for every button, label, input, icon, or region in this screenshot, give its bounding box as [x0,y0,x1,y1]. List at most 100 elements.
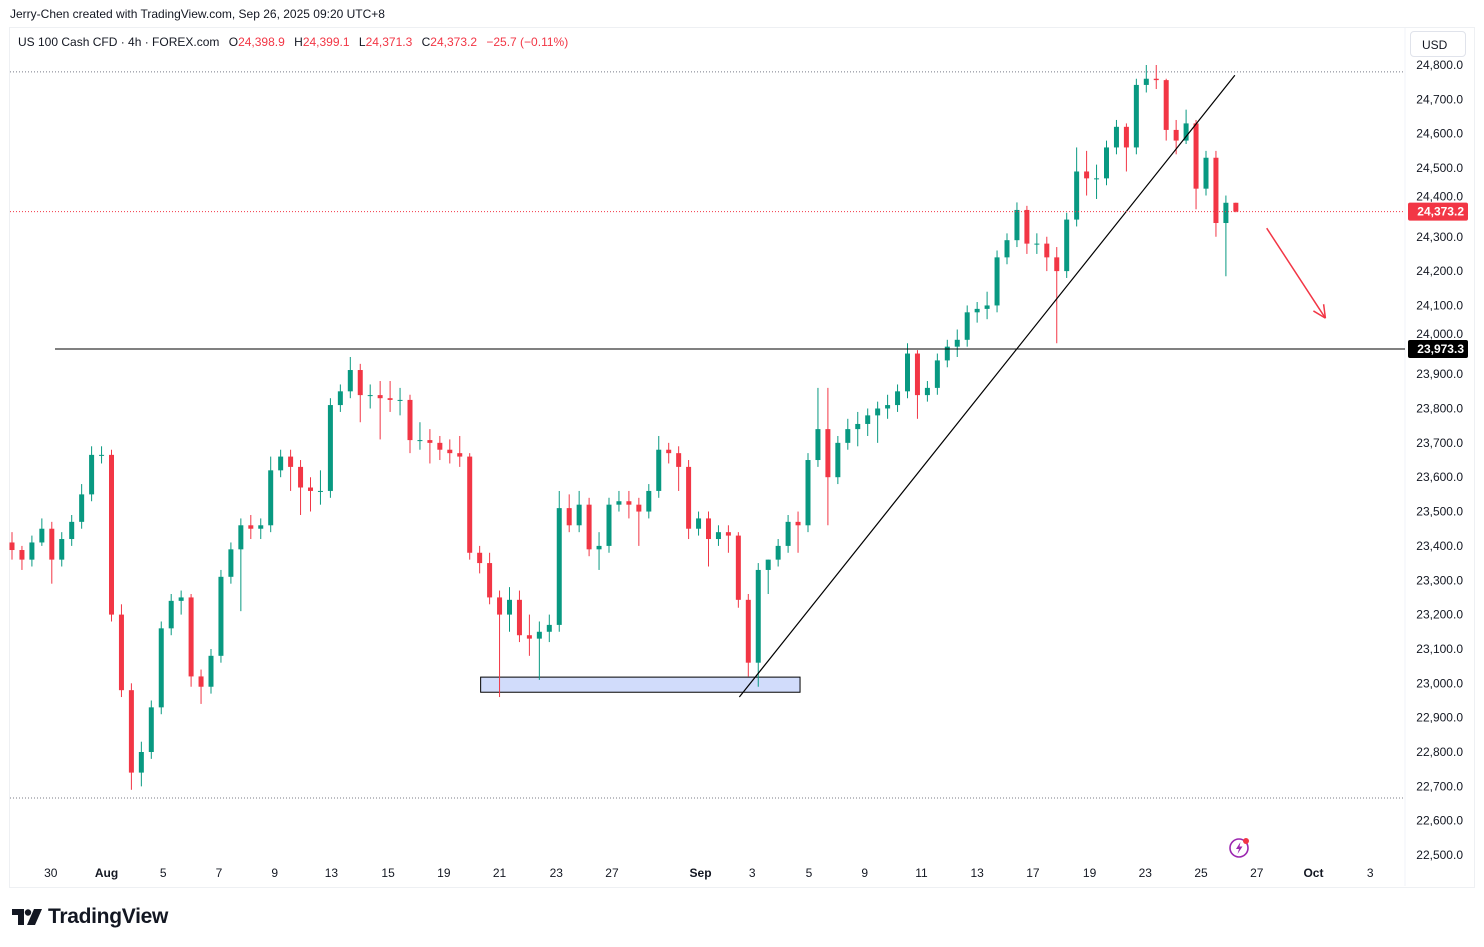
candle-bullish [1064,219,1070,272]
x-tick-label: 15 [381,866,395,880]
candle-bullish [1113,126,1119,148]
candle-bearish [387,398,393,400]
arrow-head [1322,304,1327,319]
candle-bullish [1203,157,1209,189]
candle-bearish [1213,157,1219,224]
candle-bearish [706,518,711,540]
symbol-title[interactable]: US 100 Cash CFD · 4h · FOREX.com [18,35,220,49]
candle-bullish [924,387,930,396]
candle-bearish [427,440,433,443]
ascending-trendline[interactable] [738,74,1236,698]
candle-bearish [477,552,483,564]
candle-bearish [566,508,572,526]
y-tick-label: 23,800.0 [1416,402,1463,416]
x-tick-label: 5 [160,866,167,880]
open-label: O [228,35,239,49]
candle-bearish [248,525,254,529]
candle-bullish [1133,84,1139,148]
lightning-event-icon[interactable] [1229,836,1253,865]
x-tick-label: 17 [1026,866,1040,880]
y-tick-label: 23,200.0 [1416,608,1463,622]
candle-bullish [79,494,85,522]
candle-bullish [39,528,45,543]
candle-bearish [914,353,920,396]
open-value: 24,398.9 [238,35,285,49]
y-tick-label: 24,500.0 [1416,161,1463,175]
candle-bullish [964,312,970,340]
candle-bullish [934,360,940,388]
candle-bullish [556,508,562,625]
chart-frame [9,27,1475,888]
candle-bearish [109,454,114,615]
candle-bullish [238,525,244,550]
x-tick-label: 5 [806,866,813,880]
x-tick-label: Sep [690,866,712,880]
x-tick-label: 19 [1083,866,1097,880]
candle-bearish [437,442,443,450]
candle-bearish [666,449,672,454]
candle-bearish [1123,126,1129,148]
candle-bearish [298,466,304,488]
tradingview-logo[interactable]: TradingView [12,905,168,929]
x-tick-label: 9 [861,866,868,880]
last-price-label: 24,373.2 [1417,205,1464,219]
y-tick-label: 23,700.0 [1416,436,1463,450]
candle-bearish [735,535,741,600]
y-tick-label: 24,200.0 [1416,264,1463,278]
candle-bullish [178,597,184,601]
x-tick-label: 27 [1250,866,1264,880]
bearish-projection-arrow[interactable] [1266,227,1327,319]
candle-bearish [626,501,632,505]
candle-bearish [1054,257,1060,272]
candle-bullish [755,569,761,663]
support-zone-rectangle[interactable] [480,676,801,693]
y-tick-label: 23,600.0 [1416,470,1463,484]
last-price-badge [1408,202,1468,221]
candle-bullish [646,490,652,512]
candle-bullish [168,600,174,629]
candle-bearish [467,456,473,553]
candle-bearish [526,635,532,639]
horizontal-line-price-label: 23,973.3 [1417,342,1464,356]
candle-bullish [1034,243,1040,245]
candle-bullish [775,545,781,560]
candle-bearish [1044,243,1050,258]
candle-bullish [1094,178,1100,180]
candle-bearish [288,456,294,467]
candle-bullish [656,449,662,491]
candle-bullish [895,391,901,406]
candle-bullish [148,707,154,752]
tradingview-logo-text: TradingView [48,905,169,928]
candle-bullish [327,405,333,491]
candle-bearish [497,597,503,615]
candle-bullish [69,521,75,540]
candle-bullish [984,305,990,309]
candle-bearish [725,532,731,536]
candle-bullish [258,525,264,529]
y-tick-label: 22,700.0 [1416,779,1463,793]
candle-bullish [1223,202,1229,224]
candle-bearish [49,528,55,560]
symbol-legend: US 100 Cash CFD · 4h · FOREX.com O24,398… [18,35,568,49]
candle-bullish [228,549,234,577]
y-tick-label: 22,800.0 [1416,745,1463,759]
candle-bullish [29,542,35,560]
y-tick-label: 24,300.0 [1416,230,1463,244]
candle-bullish [99,454,105,456]
candle-bearish [377,395,383,399]
candle-bullish [765,559,771,570]
candle-bearish [447,449,453,454]
candle-bearish [487,563,493,598]
high-label: H [294,35,303,49]
x-tick-label: Oct [1303,866,1323,880]
x-tick-label: 23 [1139,866,1153,880]
y-tick-label: 23,400.0 [1416,539,1463,553]
candle-bullish [317,490,323,492]
y-tick-label: 24,100.0 [1416,298,1463,312]
candle-bearish [128,690,134,773]
candle-bearish [457,453,463,457]
y-tick-label: 24,600.0 [1416,127,1463,141]
x-tick-label: 25 [1194,866,1208,880]
currency-button[interactable]: USD [1410,31,1466,57]
